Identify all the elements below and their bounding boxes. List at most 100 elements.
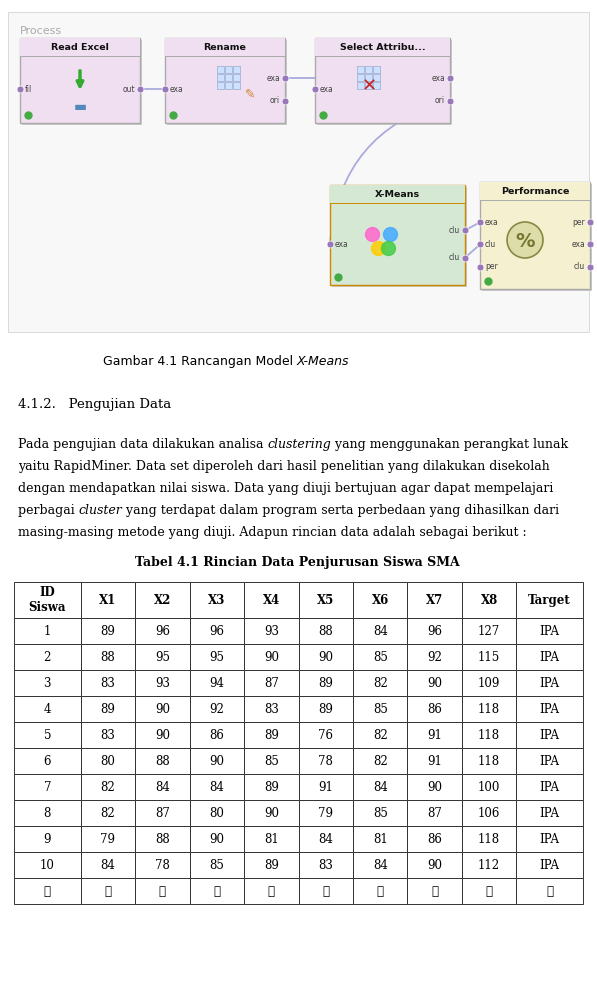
Text: ⋮: ⋮: [377, 884, 384, 897]
Text: X-Means: X-Means: [297, 355, 349, 368]
Text: 94: 94: [210, 677, 224, 690]
Text: ori: ori: [270, 96, 280, 105]
FancyBboxPatch shape: [14, 878, 81, 904]
FancyBboxPatch shape: [298, 582, 353, 618]
FancyBboxPatch shape: [330, 185, 465, 203]
Text: ✕: ✕: [361, 77, 377, 95]
Text: 91: 91: [427, 755, 442, 768]
Text: 93: 93: [155, 677, 170, 690]
Text: 83: 83: [318, 858, 333, 871]
FancyBboxPatch shape: [244, 748, 298, 774]
Text: ⋮: ⋮: [268, 884, 275, 897]
Circle shape: [507, 222, 543, 258]
Text: 9: 9: [44, 832, 51, 845]
Text: IPA: IPA: [540, 832, 560, 845]
FancyBboxPatch shape: [462, 582, 516, 618]
FancyBboxPatch shape: [14, 800, 81, 826]
FancyBboxPatch shape: [408, 696, 462, 722]
FancyBboxPatch shape: [81, 696, 135, 722]
FancyBboxPatch shape: [81, 670, 135, 696]
FancyBboxPatch shape: [165, 38, 285, 123]
FancyBboxPatch shape: [298, 670, 353, 696]
Text: 118: 118: [478, 832, 500, 845]
Text: clu: clu: [449, 226, 460, 235]
Text: 89: 89: [318, 703, 333, 716]
FancyBboxPatch shape: [167, 40, 287, 125]
Text: X3: X3: [208, 593, 226, 606]
Text: yang terdapat dalam program serta perbedaan yang dihasilkan dari: yang terdapat dalam program serta perbed…: [122, 504, 559, 517]
FancyBboxPatch shape: [14, 722, 81, 748]
Text: Process: Process: [20, 26, 62, 36]
Text: 83: 83: [100, 729, 115, 742]
FancyBboxPatch shape: [353, 618, 408, 644]
FancyBboxPatch shape: [408, 670, 462, 696]
Text: 90: 90: [210, 755, 224, 768]
FancyBboxPatch shape: [516, 644, 583, 670]
FancyBboxPatch shape: [408, 852, 462, 878]
Text: 4: 4: [44, 703, 51, 716]
FancyBboxPatch shape: [315, 38, 450, 123]
Text: clustering: clustering: [267, 438, 331, 451]
Text: 112: 112: [478, 858, 500, 871]
Text: 85: 85: [373, 650, 387, 663]
FancyBboxPatch shape: [408, 618, 462, 644]
Text: 79: 79: [318, 807, 333, 820]
FancyBboxPatch shape: [353, 670, 408, 696]
FancyBboxPatch shape: [298, 800, 353, 826]
FancyBboxPatch shape: [135, 878, 189, 904]
Text: IPA: IPA: [540, 807, 560, 820]
Text: exa: exa: [266, 74, 280, 83]
FancyBboxPatch shape: [14, 582, 81, 618]
Text: 78: 78: [155, 858, 170, 871]
FancyBboxPatch shape: [244, 800, 298, 826]
Text: 95: 95: [155, 650, 170, 663]
Text: 85: 85: [264, 755, 279, 768]
FancyBboxPatch shape: [353, 878, 408, 904]
FancyBboxPatch shape: [81, 800, 135, 826]
Text: fil: fil: [25, 85, 32, 94]
Text: 3: 3: [44, 677, 51, 690]
FancyBboxPatch shape: [516, 670, 583, 696]
FancyBboxPatch shape: [353, 582, 408, 618]
FancyBboxPatch shape: [408, 774, 462, 800]
FancyBboxPatch shape: [189, 800, 244, 826]
Text: 80: 80: [100, 755, 115, 768]
FancyBboxPatch shape: [244, 644, 298, 670]
FancyBboxPatch shape: [516, 852, 583, 878]
FancyBboxPatch shape: [353, 800, 408, 826]
FancyBboxPatch shape: [353, 644, 408, 670]
FancyBboxPatch shape: [189, 878, 244, 904]
Text: IPA: IPA: [540, 729, 560, 742]
FancyBboxPatch shape: [233, 74, 240, 81]
Text: 93: 93: [264, 624, 279, 637]
Text: 76: 76: [318, 729, 333, 742]
FancyBboxPatch shape: [298, 748, 353, 774]
FancyBboxPatch shape: [8, 12, 589, 332]
FancyBboxPatch shape: [298, 722, 353, 748]
Text: X7: X7: [426, 593, 444, 606]
Text: IPA: IPA: [540, 677, 560, 690]
FancyBboxPatch shape: [244, 852, 298, 878]
Text: 90: 90: [427, 677, 442, 690]
Text: yaitu RapidMiner. Data set diperoleh dari hasil penelitian yang dilakukan diseko: yaitu RapidMiner. Data set diperoleh dar…: [18, 460, 550, 473]
Text: 82: 82: [373, 677, 387, 690]
Text: yang menggunakan perangkat lunak: yang menggunakan perangkat lunak: [331, 438, 568, 451]
Text: out: out: [122, 85, 135, 94]
FancyBboxPatch shape: [353, 826, 408, 852]
Text: masing-masing metode yang diuji. Adapun rincian data adalah sebagai berikut :: masing-masing metode yang diuji. Adapun …: [18, 526, 527, 539]
FancyBboxPatch shape: [14, 826, 81, 852]
FancyBboxPatch shape: [135, 670, 189, 696]
FancyBboxPatch shape: [14, 696, 81, 722]
Text: Tabel 4.1 Rincian Data Penjurusan Siswa SMA: Tabel 4.1 Rincian Data Penjurusan Siswa …: [135, 556, 459, 569]
Text: 96: 96: [155, 624, 170, 637]
Text: 118: 118: [478, 729, 500, 742]
FancyBboxPatch shape: [135, 696, 189, 722]
FancyBboxPatch shape: [244, 582, 298, 618]
FancyBboxPatch shape: [317, 40, 452, 125]
FancyBboxPatch shape: [462, 800, 516, 826]
FancyBboxPatch shape: [14, 852, 81, 878]
Text: 5: 5: [44, 729, 51, 742]
FancyBboxPatch shape: [353, 722, 408, 748]
Text: Select Attribu...: Select Attribu...: [340, 43, 425, 52]
FancyBboxPatch shape: [165, 38, 285, 56]
